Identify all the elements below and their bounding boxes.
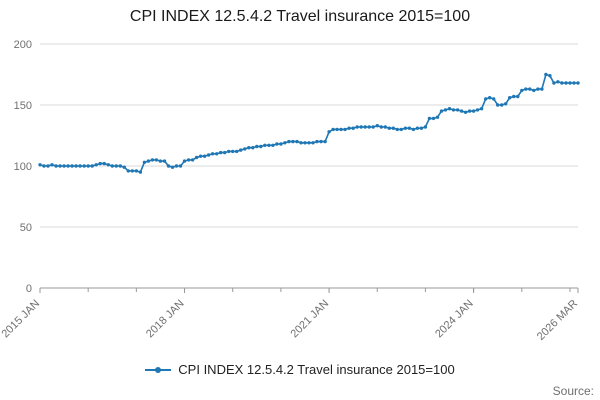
svg-text:150: 150 [14, 100, 32, 112]
legend-line-icon [145, 366, 172, 373]
svg-text:2024 JAN: 2024 JAN [433, 298, 476, 341]
svg-text:2026 MAR: 2026 MAR [535, 298, 580, 343]
chart-title: CPI INDEX 12.5.4.2 Travel insurance 2015… [129, 8, 471, 25]
svg-text:2015 JAN: 2015 JAN [0, 298, 42, 341]
svg-text:2021 JAN: 2021 JAN [289, 298, 332, 341]
svg-text:0: 0 [26, 283, 32, 295]
svg-text:50: 50 [20, 222, 32, 234]
legend-label: CPI INDEX 12.5.4.2 Travel insurance 2015… [178, 362, 455, 377]
line-chart-plot: 0 50 100 150 200 2015 JAN 2018 JAN 2021 JAN 2024… [0, 39, 580, 343]
svg-text:200: 200 [14, 39, 32, 51]
source-label: Source: [552, 384, 594, 398]
svg-text:100: 100 [14, 161, 32, 173]
chart-legend: CPI INDEX 12.5.4.2 Travel insurance 2015… [0, 362, 600, 377]
svg-text:2018 JAN: 2018 JAN [144, 298, 187, 341]
